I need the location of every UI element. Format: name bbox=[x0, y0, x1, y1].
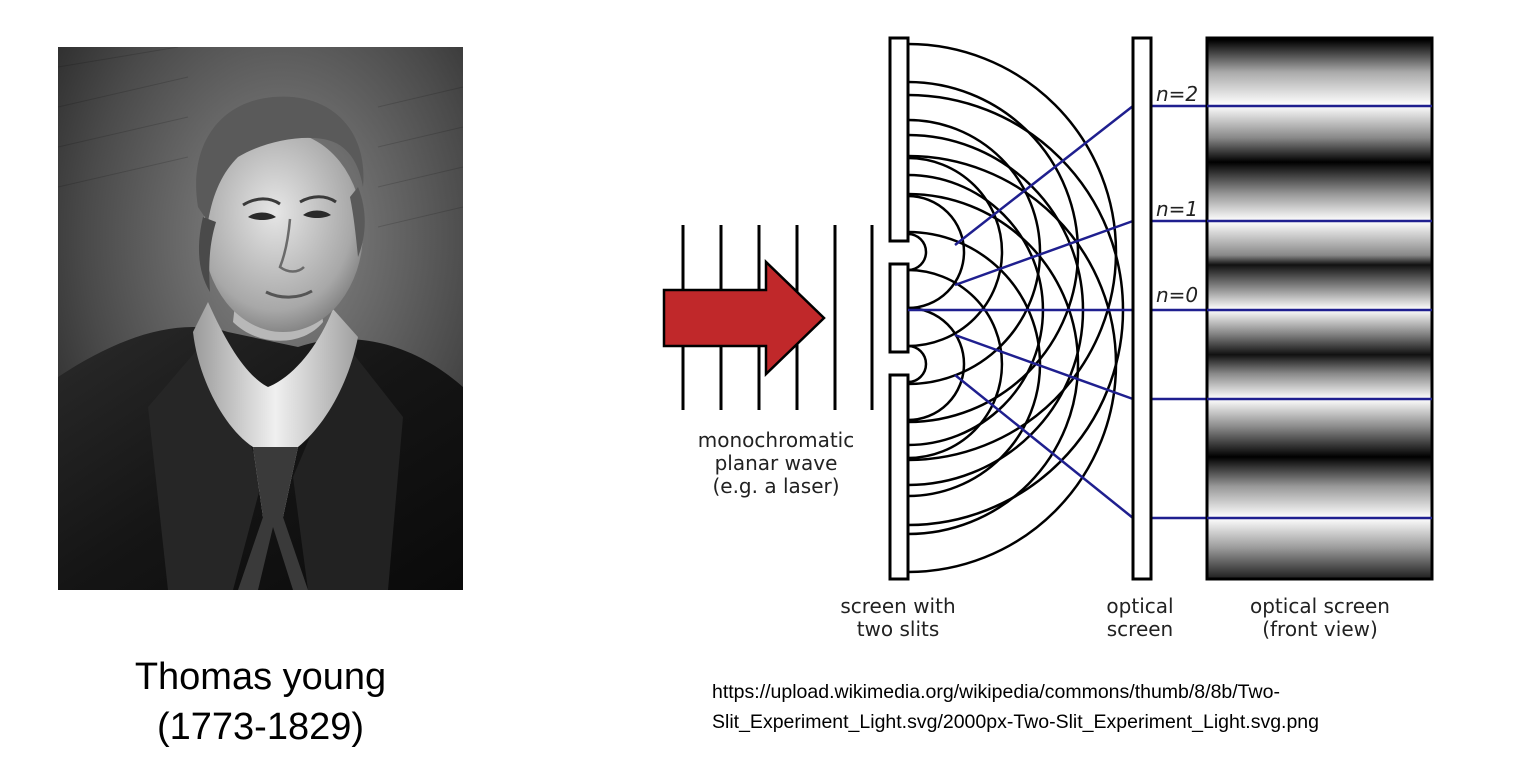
slits-label-line2: two slits bbox=[857, 617, 940, 641]
fringe-pattern bbox=[1205, 36, 1434, 581]
slit-wavefront-arc bbox=[908, 344, 928, 384]
slit-wavefront-arc bbox=[908, 192, 1080, 536]
slit-wavefront-arc bbox=[908, 118, 1042, 386]
optical-screen-label-line1: optical bbox=[1106, 594, 1173, 618]
optical-screen-label-line2: screen bbox=[1107, 617, 1173, 641]
order-label-n2: n=2 bbox=[1156, 82, 1198, 106]
source-url-line2: Slit_Experiment_Light.svg/2000px-Two-Sli… bbox=[712, 711, 1319, 733]
slit-wavefront-arc bbox=[908, 268, 1004, 460]
slit-wavefront-arc bbox=[908, 230, 1042, 498]
thomas-young-portrait bbox=[58, 47, 463, 590]
source-url-line1: https://upload.wikimedia.org/wikipedia/c… bbox=[712, 681, 1280, 703]
order-label-n1: n=1 bbox=[1156, 197, 1198, 221]
wave-label-line3: (e.g. a laser) bbox=[712, 474, 839, 498]
optical-screen bbox=[1131, 36, 1153, 581]
front-view-label-line2: (front view) bbox=[1262, 617, 1378, 641]
wave-label-line2: planar wave bbox=[715, 451, 838, 475]
laser-arrow-icon bbox=[662, 259, 826, 377]
portrait-caption-name: Thomas young bbox=[134, 656, 387, 698]
circular-wavefronts bbox=[908, 42, 1125, 574]
wave-label-line1: monochromatic bbox=[698, 428, 854, 452]
front-view-label-line1: optical screen bbox=[1250, 594, 1390, 618]
slit-wavefront-arc bbox=[908, 232, 928, 272]
fringe-order-lines bbox=[1207, 104, 1432, 520]
order-label-n0: n=0 bbox=[1156, 283, 1198, 307]
slit-wavefront-arc bbox=[908, 194, 966, 310]
slit-wavefront-arc bbox=[908, 306, 966, 422]
slits-label-line1: screen with bbox=[840, 594, 955, 618]
slit-wavefront-arc bbox=[908, 80, 1080, 424]
slit-screen bbox=[888, 36, 910, 581]
slit-wavefront-arc bbox=[908, 156, 1004, 348]
portrait-caption-years: (1773-1829) bbox=[156, 706, 365, 748]
